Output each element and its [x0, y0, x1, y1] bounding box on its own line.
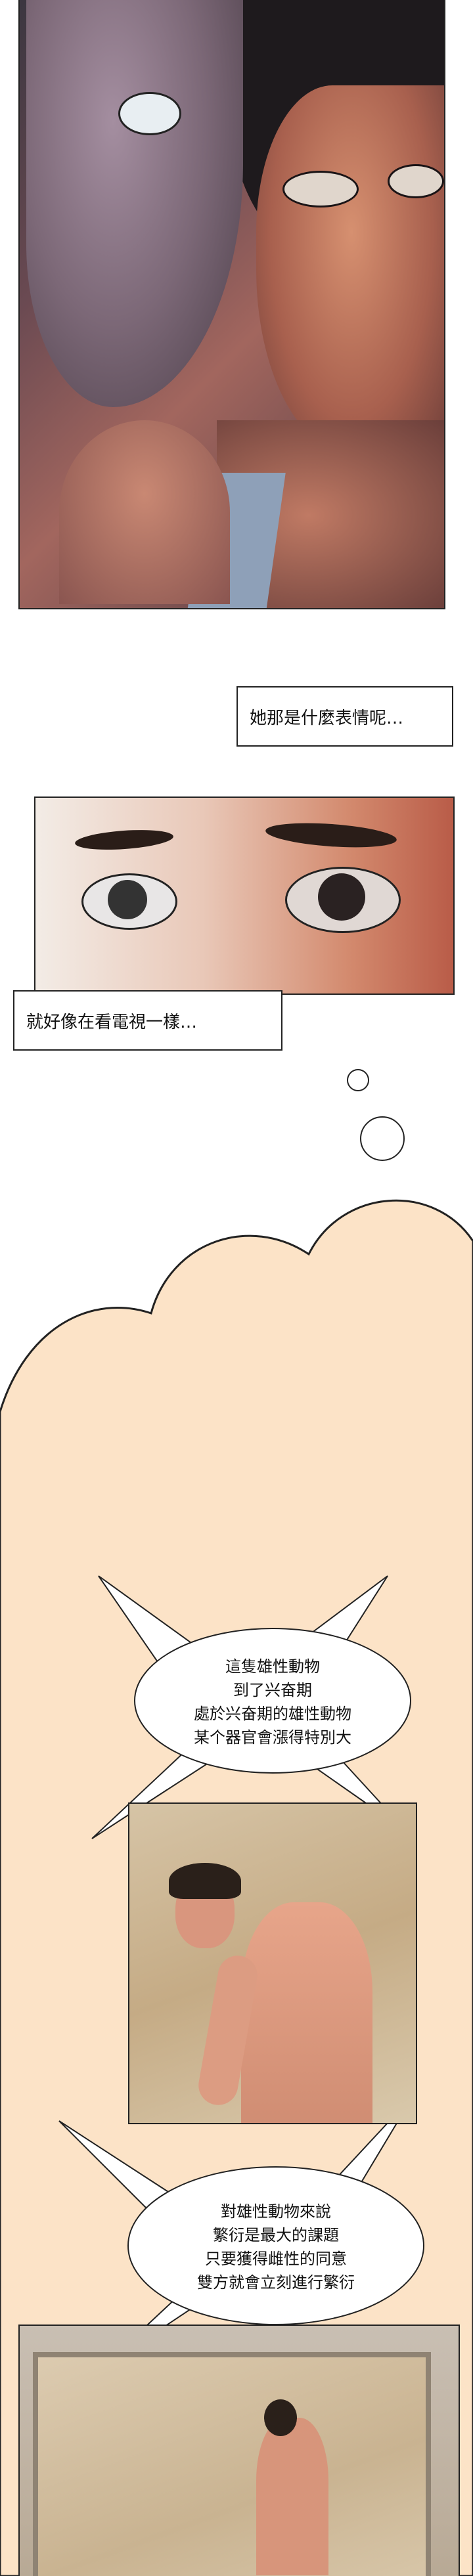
hand [59, 420, 230, 604]
tv-frame [33, 2352, 431, 2576]
woman-eye-right [388, 164, 444, 198]
bubble-2-line: 繁衍是最大的課題 [213, 2226, 339, 2244]
caption-box-2: 就好像在看電視一樣… [13, 990, 282, 1051]
man-eye [118, 92, 181, 135]
bubble-1-line: 這隻雄性動物 [225, 1657, 320, 1676]
panel-eyes-closeup [34, 797, 455, 995]
bubble-1-line: 某个器官會漲得特別大 [194, 1728, 351, 1747]
panel-man-standing [128, 1802, 417, 2124]
panel-kiss-closeup [18, 0, 445, 609]
speech-bubble-1 [91, 1575, 411, 1839]
iris-right [318, 873, 365, 921]
man-torso [241, 1902, 372, 2123]
panel-tv-scene [18, 2325, 460, 2576]
speech-bubble-1-text: 這隻雄性動物 到了兴奋期 處於兴奋期的雄性動物 某个器官會漲得特別大 [151, 1655, 394, 1749]
speech-bubble-2-text: 對雄性動物來說 繁衍是最大的課題 只要獲得雌性的同意 雙方就會立刻進行繁衍 [148, 2200, 404, 2294]
man-figure-head [264, 2399, 297, 2436]
iris-left [108, 880, 147, 919]
man-figure [256, 2418, 328, 2575]
woman-eye-left [282, 171, 359, 207]
caption-text-1: 她那是什麼表情呢… [250, 708, 404, 728]
bubble-2-line: 雙方就會立刻進行繁衍 [197, 2273, 355, 2292]
bubble-1-line: 到了兴奋期 [233, 1681, 312, 1699]
man-hair [169, 1863, 241, 1899]
caption-text-2: 就好像在看電視一樣… [26, 1012, 198, 1032]
man-face [26, 0, 243, 407]
bubble-1-line: 處於兴奋期的雄性動物 [194, 1705, 351, 1723]
eye-left [81, 873, 177, 930]
thought-dot-small [347, 1069, 369, 1091]
caption-box-1: 她那是什麼表情呢… [236, 686, 453, 747]
thought-dot-large [360, 1116, 405, 1161]
bubble-2-line: 對雄性動物來說 [221, 2202, 331, 2221]
eyebrow-left [74, 827, 174, 853]
eyebrow-right [265, 819, 397, 851]
woman-face [256, 85, 444, 453]
bubble-2-line: 只要獲得雌性的同意 [205, 2250, 347, 2268]
